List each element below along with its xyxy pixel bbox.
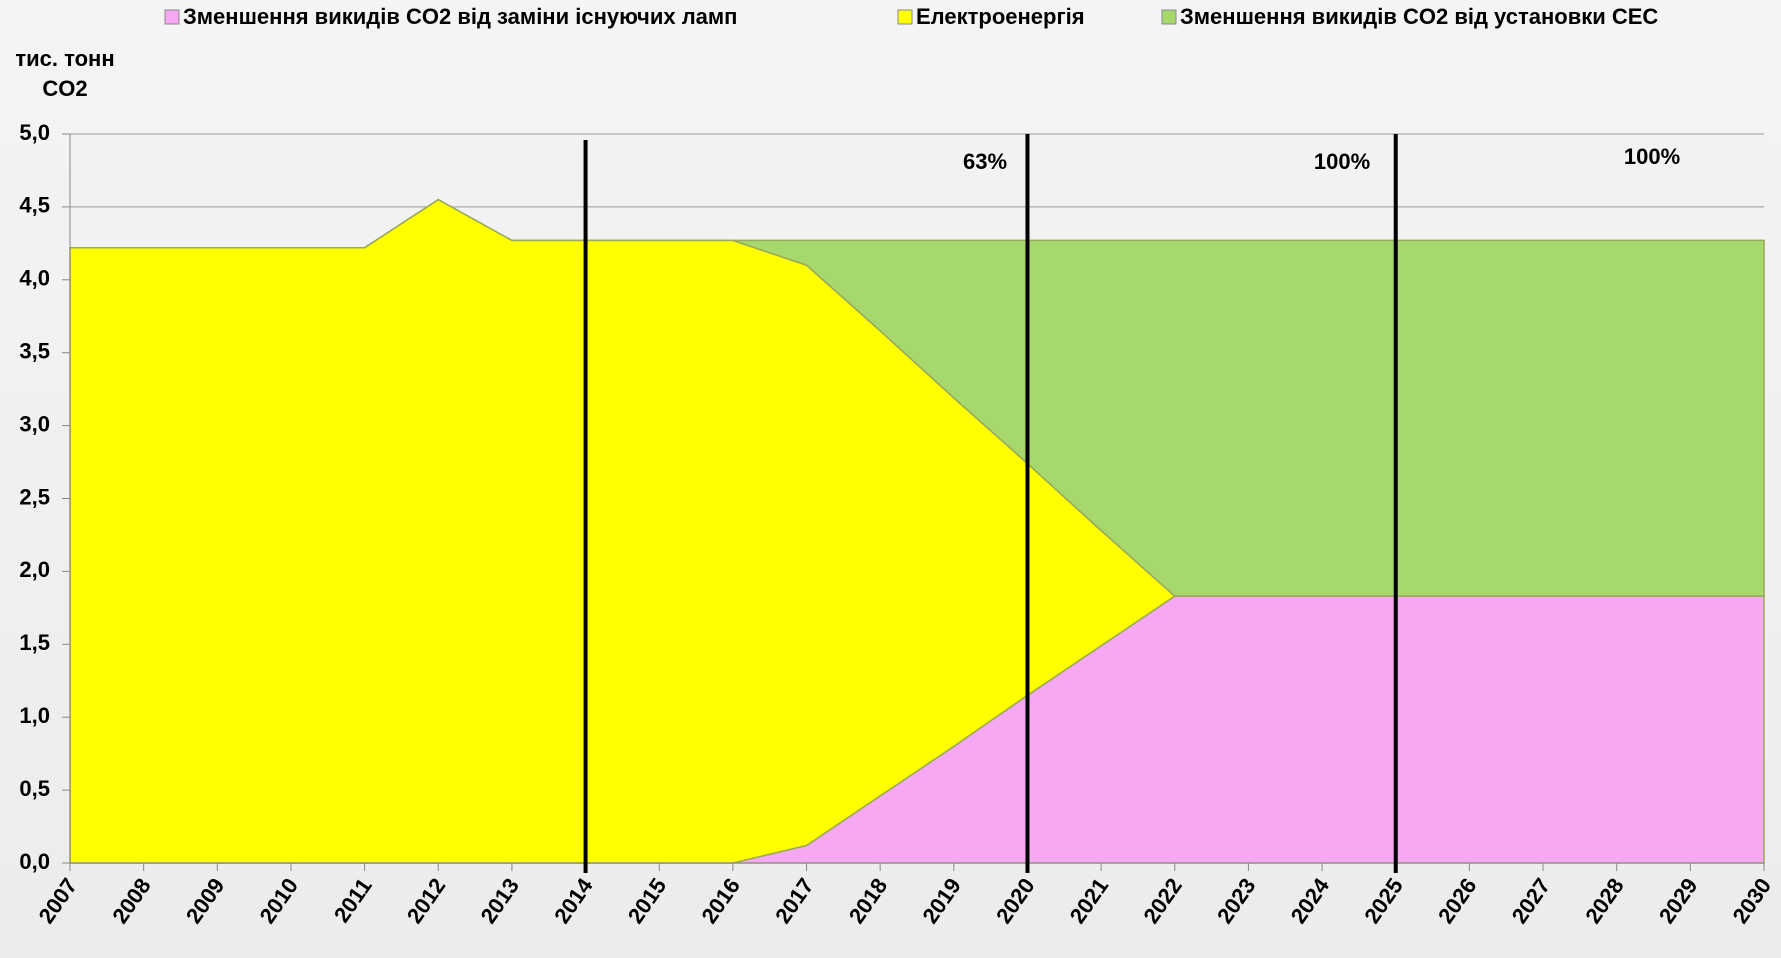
y-tick-label: 5,0 [19, 120, 50, 145]
legend-label: Зменшення викидів CO2 від заміни існуючи… [183, 4, 737, 29]
y-tick-label: 1,0 [19, 703, 50, 728]
x-tick-label: 2017 [770, 874, 819, 928]
y-tick-label: 3,5 [19, 339, 50, 364]
x-tick-label: 2016 [696, 874, 745, 928]
x-tick-label: 2014 [549, 873, 598, 928]
x-tick-label: 2018 [844, 874, 893, 928]
x-tick-label: 2023 [1212, 874, 1261, 928]
x-tick-label: 2024 [1286, 873, 1335, 928]
x-tick-label: 2009 [181, 874, 230, 928]
legend-swatch [164, 9, 180, 25]
x-tick-label: 2030 [1728, 874, 1777, 928]
x-tick-label: 2022 [1138, 874, 1187, 928]
y-tick-label: 2,5 [19, 484, 50, 509]
x-tick-label: 2007 [34, 874, 83, 928]
x-tick-label: 2019 [917, 874, 966, 928]
x-tick-label: 2027 [1507, 874, 1556, 928]
x-tick-label: 2013 [475, 874, 524, 928]
annotation: 100% [1314, 149, 1370, 174]
y-tick-label: 0,0 [19, 849, 50, 874]
annotation: 100% [1624, 144, 1680, 169]
x-tick-label: 2020 [991, 874, 1040, 928]
x-tick-label: 2010 [254, 874, 303, 928]
x-tick-label: 2025 [1359, 874, 1408, 928]
y-tick-label: 4,5 [19, 193, 50, 218]
legend-label: Електроенергія [916, 4, 1085, 29]
annotation: 63% [963, 149, 1007, 174]
x-tick-label: 2015 [623, 874, 672, 928]
legend-label: Зменшення викидів CO2 від установки СЕС [1180, 4, 1658, 29]
legend-swatch [897, 9, 913, 25]
x-tick-label: 2008 [107, 874, 156, 928]
x-tick-label: 2012 [402, 874, 451, 928]
x-tick-label: 2011 [329, 874, 377, 927]
y-tick-label: 2,0 [19, 557, 50, 582]
x-tick-label: 2026 [1433, 874, 1482, 928]
y-tick-label: 0,5 [19, 776, 50, 801]
area [70, 198, 1765, 597]
y-tick-label: 4,0 [19, 266, 50, 291]
x-tick-label: 2029 [1654, 874, 1703, 928]
x-tick-label: 2028 [1580, 874, 1629, 928]
y-tick-label: 3,0 [19, 411, 50, 436]
x-tick-label: 2021 [1065, 874, 1114, 928]
y-tick-label: 1,5 [19, 630, 50, 655]
y-axis-label: тис. тонн CO2 [15, 46, 115, 101]
legend-swatch [1161, 9, 1177, 25]
